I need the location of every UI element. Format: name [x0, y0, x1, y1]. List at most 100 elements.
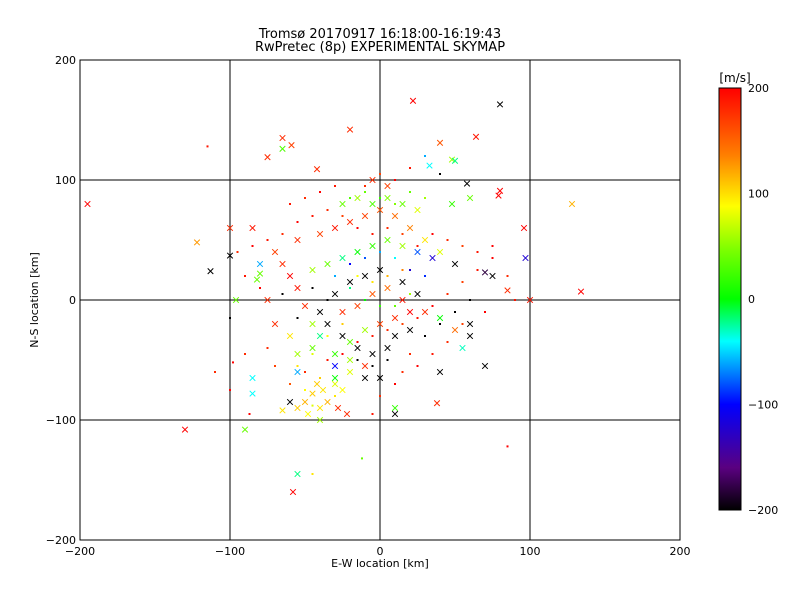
data-point-cross — [346, 368, 354, 376]
x-axis-label: E-W location [km] — [331, 557, 429, 570]
data-point-dot — [476, 251, 479, 253]
data-point-cross — [399, 296, 406, 304]
data-point-cross — [495, 192, 502, 199]
data-point-cross — [369, 290, 376, 298]
data-point-cross — [361, 362, 369, 370]
data-point-cross — [448, 200, 456, 208]
data-point-dot — [349, 197, 351, 199]
y-tick-label: 200 — [55, 54, 76, 67]
data-point-dot — [361, 457, 363, 460]
data-point-cross — [436, 314, 444, 322]
data-point-dot — [334, 395, 336, 397]
data-point-cross — [331, 290, 339, 298]
data-point-dot — [371, 413, 374, 415]
data-point-cross — [294, 368, 301, 376]
data-point-cross — [181, 426, 189, 433]
data-point-dot — [281, 233, 284, 235]
data-point-cross — [346, 126, 354, 133]
data-point-dot — [326, 209, 329, 211]
data-point-cross — [309, 344, 316, 352]
data-point-dot — [394, 179, 396, 181]
data-point-cross — [226, 224, 234, 232]
data-point-cross — [253, 276, 261, 283]
data-point-cross — [369, 350, 376, 358]
y-tick-label: −100 — [46, 414, 76, 427]
y-tick-label: −200 — [46, 534, 76, 547]
data-point-dot — [304, 371, 306, 373]
data-point-dot — [409, 167, 411, 169]
data-point-cross — [466, 332, 474, 340]
data-point-dot — [319, 191, 321, 193]
data-point-cross — [331, 350, 339, 358]
data-point-cross — [391, 212, 399, 220]
colorbar-tick-label: 200 — [748, 82, 769, 95]
data-point-cross — [391, 332, 399, 340]
data-point-cross — [384, 344, 391, 352]
data-point-cross — [249, 390, 256, 397]
data-point-dot — [296, 221, 299, 223]
data-point-dot — [416, 317, 419, 319]
data-point-dot — [304, 389, 306, 391]
data-point-cross — [294, 404, 301, 412]
data-point-cross — [354, 248, 361, 256]
data-point-dot — [326, 359, 329, 361]
data-point-cross — [426, 162, 433, 169]
x-tick-label: −200 — [65, 545, 95, 558]
data-point-dot — [409, 269, 411, 271]
chart-subtitle: RwPretec (8p) EXPERIMENTAL SKYMAP — [255, 40, 505, 55]
data-point-dot — [409, 353, 411, 355]
colorbar-tick-label: 100 — [748, 188, 769, 201]
data-point-cross — [334, 404, 342, 412]
data-point-cross — [331, 362, 339, 370]
data-point-cross — [451, 260, 459, 268]
data-point-dot — [259, 287, 261, 289]
data-point-dot — [469, 299, 471, 301]
colorbar-label: [m/s] — [719, 71, 750, 85]
data-point-cross — [286, 272, 294, 280]
data-point-cross — [324, 320, 331, 328]
data-point-cross — [346, 338, 354, 346]
data-point-cross — [369, 200, 376, 208]
data-point-dot — [349, 263, 351, 265]
data-point-cross — [294, 236, 301, 244]
data-point-dot — [341, 353, 344, 355]
data-point-dot — [476, 269, 479, 271]
data-point-dot — [379, 173, 381, 175]
data-point-dot — [364, 185, 366, 187]
data-point-cross — [339, 332, 346, 340]
data-point-cross — [496, 187, 504, 194]
data-point-cross — [361, 326, 369, 334]
data-point-cross — [279, 145, 286, 152]
data-point-cross — [433, 400, 441, 407]
data-point-cross — [232, 296, 240, 304]
data-point-cross — [279, 134, 286, 142]
data-point-dot — [506, 445, 509, 448]
colorbar-tick-label: −100 — [748, 399, 778, 412]
data-point-dot — [484, 311, 486, 313]
data-point-cross — [406, 308, 414, 316]
data-point-dot — [386, 329, 389, 331]
data-point-cross — [319, 386, 327, 394]
data-point-cross — [313, 166, 321, 173]
data-point-cross — [451, 157, 459, 164]
x-tick-label: 100 — [520, 545, 541, 558]
data-point-cross — [520, 224, 528, 232]
data-point-cross — [279, 407, 286, 414]
data-point-dot — [244, 275, 246, 277]
data-point-dot — [416, 245, 419, 247]
data-point-cross — [249, 224, 256, 232]
data-point-cross — [481, 362, 489, 370]
data-point-dot — [266, 239, 269, 241]
data-point-dot — [326, 335, 329, 337]
data-point-cross — [301, 398, 309, 406]
data-point-dot — [349, 287, 351, 289]
data-point-cross — [406, 326, 414, 334]
data-point-cross — [289, 488, 297, 496]
data-point-cross — [361, 272, 369, 280]
data-point-dot — [319, 377, 321, 379]
data-point-dot — [446, 341, 449, 343]
data-point-cross — [256, 260, 264, 268]
data-point-cross — [459, 344, 466, 352]
